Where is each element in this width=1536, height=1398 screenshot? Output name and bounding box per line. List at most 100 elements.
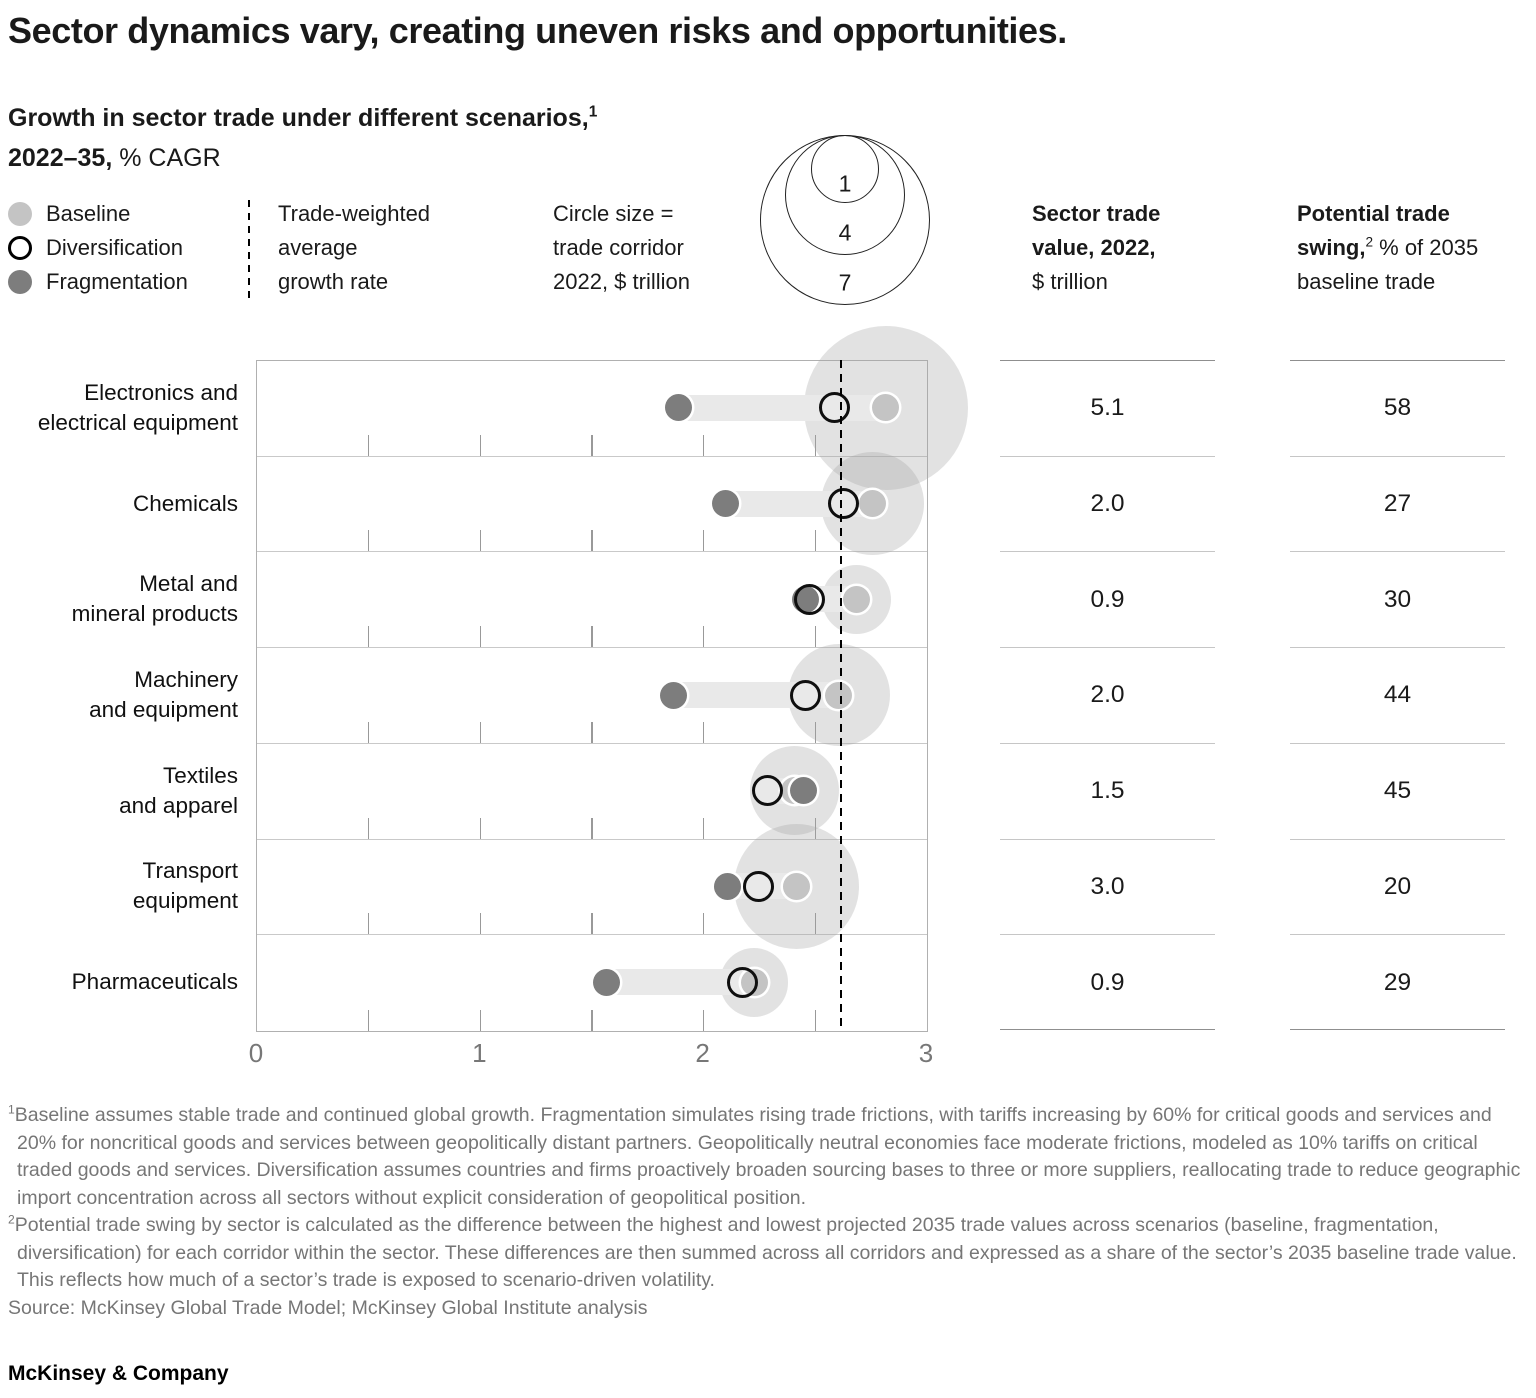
subtitle-period: 2022–35, [8, 144, 113, 172]
baseline-dot [843, 585, 871, 613]
trade-value-cell: 0.9 [1000, 551, 1215, 647]
x-axis-tick-label: 3 [918, 1038, 934, 1068]
size-circle-1-icon [811, 135, 879, 203]
axis-minor-tick [702, 530, 705, 552]
trade-swing-cell: 45 [1290, 742, 1505, 839]
axis-minor-tick [814, 913, 817, 935]
axis-minor-tick [814, 530, 817, 552]
sector-row-label: Chemicals [132, 490, 238, 516]
footnote-marker-2: 2 [1365, 234, 1374, 250]
legend-label: Diversification [46, 235, 183, 260]
axis-minor-tick [702, 913, 705, 935]
footnote-marker-1: 1 [588, 103, 598, 121]
trade-swing-cell: 30 [1290, 551, 1505, 647]
fragmentation-dot [711, 490, 739, 518]
plot-row-band [257, 457, 927, 553]
sector-row-label: Textiles and apparel [119, 762, 238, 818]
axis-minor-tick [814, 1009, 817, 1031]
scenario-range-stem [660, 682, 852, 708]
sector-row-label: Electronics and electrical equipment [37, 379, 238, 435]
trade-swing-cell: 20 [1290, 838, 1505, 935]
axis-minor-tick [367, 1009, 370, 1031]
baseline-dot [858, 490, 886, 518]
diversification-ring [743, 870, 774, 902]
fragmentation-dot [593, 968, 621, 996]
footnote-1: 1Baseline assumes stable trade and conti… [8, 1102, 1521, 1209]
circle-size-legend-label: Circle size = trade corridor 2022, $ tri… [553, 201, 690, 294]
x-axis-tick-label: 0 [248, 1038, 264, 1068]
axis-minor-tick [702, 434, 705, 456]
baseline-swatch-icon [8, 202, 32, 226]
plot-row-band [257, 840, 927, 936]
axis-minor-tick [367, 817, 370, 839]
axis-minor-tick [479, 913, 482, 935]
axis-minor-tick [702, 626, 705, 648]
plot-row-band [257, 935, 927, 1031]
axis-minor-tick [479, 530, 482, 552]
value-column: 58 27 30 44 45 20 29 [1290, 360, 1505, 1030]
diversification-ring [727, 966, 759, 998]
chart-plot-area [256, 360, 928, 1032]
axis-minor-tick [591, 434, 593, 456]
trade-swing-cell: 58 [1290, 360, 1505, 456]
axis-minor-tick [591, 817, 593, 839]
trade-value-column-header: Sector trade value, 2022, $ trillion [1032, 201, 1161, 294]
size-scale-value: 7 [838, 269, 852, 296]
trade-swing-cell: 44 [1290, 647, 1505, 743]
axis-minor-tick [367, 626, 370, 648]
trade-weighted-average-line [839, 360, 843, 1030]
axis-minor-tick [591, 530, 593, 552]
legend-item-fragmentation: Fragmentation [8, 265, 188, 299]
size-scale-value: 4 [838, 219, 852, 246]
sector-row-label: Transport equipment [132, 858, 238, 914]
x-axis-tick-label: 1 [472, 1038, 487, 1068]
axis-minor-tick [479, 817, 482, 839]
axis-minor-tick [702, 1009, 705, 1031]
axis-minor-tick [479, 626, 482, 648]
axis-minor-tick [591, 1009, 593, 1031]
subtitle-line1: Growth in sector trade under different s… [8, 104, 589, 132]
diversification-ring [827, 488, 859, 520]
fragmentation-dot [664, 394, 692, 422]
trade-value-cell: 3.0 [1000, 838, 1215, 935]
axis-minor-tick [814, 434, 817, 456]
fragmentation-dot [660, 681, 688, 709]
footnote-2: 2Potential trade swing by sector is calc… [8, 1212, 1517, 1291]
sector-row-label: Pharmaceuticals [71, 969, 238, 995]
axis-minor-tick [591, 913, 593, 935]
baseline-dot [782, 872, 810, 900]
size-scale-value: 1 [838, 170, 852, 197]
axis-minor-tick [479, 1009, 482, 1031]
x-axis-tick-label: 2 [695, 1038, 710, 1068]
trade-value-cell: 5.1 [1000, 360, 1215, 456]
sector-row-label: Metal and mineral products [71, 571, 238, 627]
footnote-block: 1Baseline assumes stable trade and conti… [8, 1102, 1530, 1322]
axis-minor-tick [591, 626, 593, 648]
axis-minor-tick [814, 721, 817, 743]
page-title: Sector dynamics vary, creating uneven ri… [8, 10, 1067, 51]
trade-value-cell: 2.0 [1000, 455, 1215, 552]
value-column: 5.1 2.0 0.9 2.0 1.5 3.0 0.9 [1000, 360, 1215, 1030]
trade-swing-column-header: Potential trade swing,2 % of 2035 baseli… [1297, 201, 1479, 294]
axis-minor-tick [814, 817, 817, 839]
source-line: Source: McKinsey Global Trade Model; McK… [8, 1296, 648, 1319]
fragmentation-dot [713, 872, 741, 900]
diversification-swatch-icon [8, 236, 32, 260]
axis-minor-tick [479, 721, 482, 743]
axis-minor-tick [367, 434, 370, 456]
scenario-range-stem [665, 394, 899, 421]
trade-swing-cell: 27 [1290, 455, 1505, 552]
diversification-ring [789, 679, 821, 711]
sector-row-label: Machinery and equipment [89, 666, 238, 722]
baseline-dot [872, 394, 900, 422]
axis-minor-tick [702, 721, 705, 743]
mckinsey-logo: McKinsey & Company [8, 1362, 229, 1385]
axis-minor-tick [367, 721, 370, 743]
axis-minor-tick [702, 817, 705, 839]
trade-value-cell: 0.9 [1000, 934, 1215, 1030]
subtitle-unit: % CAGR [112, 144, 221, 172]
axis-minor-tick [814, 626, 817, 648]
plot-row-band [257, 552, 927, 649]
